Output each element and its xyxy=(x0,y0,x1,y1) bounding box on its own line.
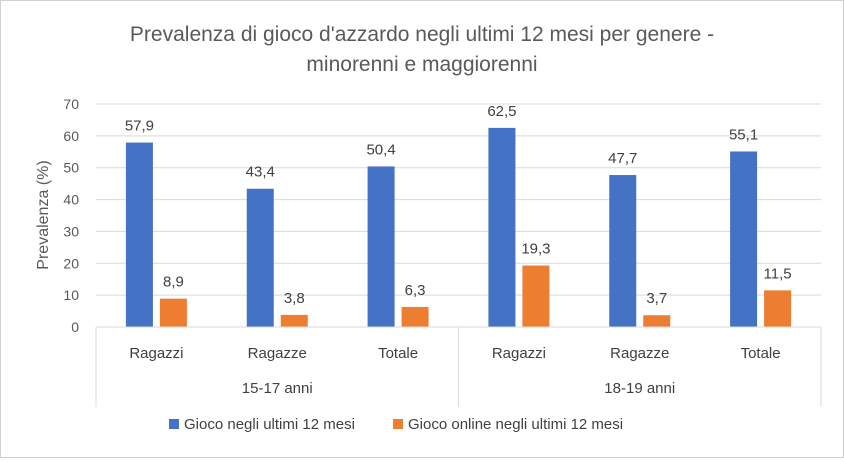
data-label: 62,5 xyxy=(487,103,516,120)
data-label: 19,3 xyxy=(521,241,550,258)
x-tick-label: Ragazzi xyxy=(492,345,546,362)
y-tick-label: 20 xyxy=(63,255,79,271)
data-label: 3,8 xyxy=(284,290,305,307)
data-label: 8,9 xyxy=(163,274,184,291)
legend-swatch xyxy=(169,419,179,429)
bar-gioco-online xyxy=(643,315,671,327)
x-tick-label: Totale xyxy=(378,345,418,362)
bars xyxy=(125,127,792,328)
y-axis-label: Prevalenza (%) xyxy=(35,160,52,269)
bar-gioco-online xyxy=(764,290,792,327)
bar-gioco xyxy=(246,188,274,327)
data-label: 3,7 xyxy=(646,290,667,307)
bar-gioco xyxy=(730,151,758,327)
x-tick-label: Ragazze xyxy=(610,345,669,362)
legend-label: Gioco negli ultimi 12 mesi xyxy=(184,416,355,433)
bar-gioco xyxy=(125,142,153,327)
x-tick-label: Totale xyxy=(741,345,781,362)
x-tick-label: Ragazze xyxy=(248,345,307,362)
y-tick-label: 50 xyxy=(63,160,79,176)
data-label: 55,1 xyxy=(729,126,758,143)
legend-swatch xyxy=(393,419,403,429)
chart-title-line-2: minorenni e maggiorenni xyxy=(306,53,537,76)
bar-gioco-online xyxy=(280,314,308,327)
bar-gioco xyxy=(609,175,637,327)
data-label: 11,5 xyxy=(764,265,792,282)
y-tick-label: 40 xyxy=(63,192,79,208)
bar-gioco xyxy=(367,166,395,327)
y-tick-label: 70 xyxy=(63,96,79,112)
gridlines: 0 10 20 30 40 50 60 70 xyxy=(63,96,821,335)
bar-gioco xyxy=(488,127,516,328)
y-tick-label: 10 xyxy=(63,287,79,303)
chart-title-line-1: Prevalenza di gioco d'azzardo negli ulti… xyxy=(130,23,714,46)
legend: Gioco negli ultimi 12 mesi Gioco online n… xyxy=(169,416,623,433)
bar-gioco-online xyxy=(522,265,550,327)
x-group-label: 15-17 anni xyxy=(242,380,313,397)
y-tick-label: 0 xyxy=(71,319,79,335)
legend-label: Gioco online negli ultimi 12 mesi xyxy=(408,416,623,433)
data-label: 47,7 xyxy=(608,150,637,167)
x-tick-label: Ragazzi xyxy=(129,345,183,362)
y-tick-label: 60 xyxy=(63,128,79,144)
data-labels: 57,9 43,4 50,4 62,5 47,7 55,1 8,9 3,8 6,3 19,3 3,7… xyxy=(125,103,792,307)
bar-gioco-online xyxy=(159,298,187,327)
data-label: 43,4 xyxy=(246,164,275,181)
y-tick-label: 30 xyxy=(63,223,79,239)
bar-gioco-online xyxy=(401,306,429,327)
data-label: 6,3 xyxy=(405,282,426,299)
data-label: 57,9 xyxy=(125,118,154,135)
data-label: 50,4 xyxy=(366,141,395,158)
x-axis: Ragazzi Ragazze Totale Ragazzi Ragazze Totale… xyxy=(95,326,822,407)
x-group-label: 18-19 anni xyxy=(604,380,675,397)
